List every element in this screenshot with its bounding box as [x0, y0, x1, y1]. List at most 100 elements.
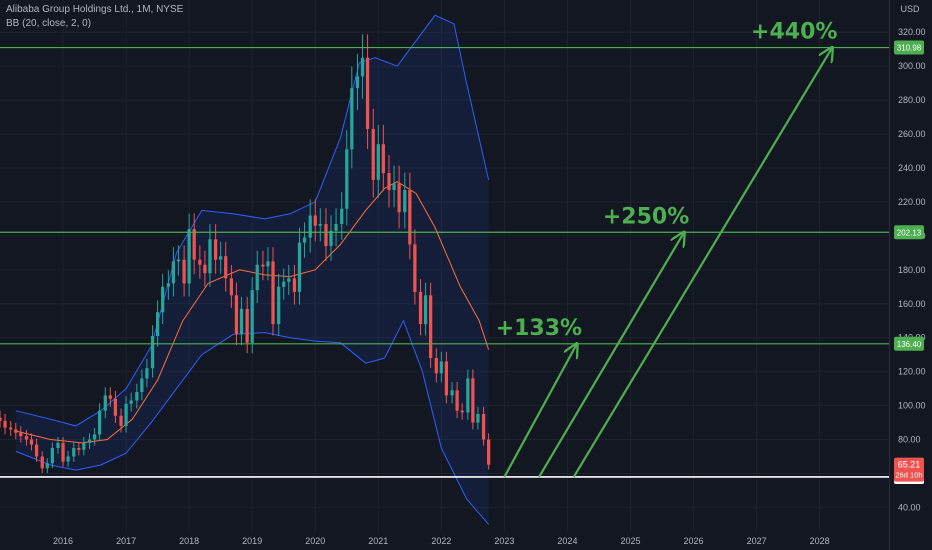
candle-body — [129, 400, 133, 404]
y-tick-label: 240.00 — [898, 163, 926, 173]
candle-body — [429, 295, 433, 359]
candle-body — [455, 390, 459, 411]
candle-body — [113, 398, 118, 416]
chart-title: Alibaba Group Holdings Ltd., 1M, NYSE — [6, 4, 184, 15]
candle-body — [282, 281, 286, 287]
x-tick-label: 2016 — [53, 536, 73, 546]
candle-body — [97, 410, 102, 435]
x-tick-label: 2018 — [179, 536, 199, 546]
level-price-tag — [894, 40, 924, 55]
candle-body — [292, 278, 297, 292]
candle-body — [476, 414, 480, 423]
x-tick-label: 2020 — [305, 536, 325, 546]
candle-body — [140, 378, 144, 392]
last-price-tag — [894, 457, 924, 482]
candle-body — [308, 215, 312, 238]
x-tick-label: 2021 — [368, 536, 388, 546]
candle-body — [460, 410, 464, 413]
candle-body — [135, 392, 139, 401]
candle-body — [403, 190, 407, 213]
candle-body — [413, 244, 417, 292]
candle-body — [444, 361, 449, 396]
candle-body — [334, 224, 338, 231]
candle-body — [434, 358, 438, 374]
candle-body — [287, 278, 291, 282]
candle-body — [176, 259, 181, 262]
candle-body — [203, 264, 207, 274]
candle-body — [219, 256, 223, 260]
last-price-label: 65.21 — [898, 460, 921, 470]
candle-body — [255, 264, 259, 291]
candle-body — [40, 456, 44, 469]
candle-body — [266, 261, 270, 267]
candle-body — [408, 190, 412, 245]
candle-body — [239, 308, 244, 335]
currency-label: USD — [900, 4, 920, 14]
candle-body — [234, 295, 239, 335]
candle-body — [481, 414, 486, 440]
candle-body — [345, 149, 349, 209]
target-arrow — [572, 48, 833, 478]
target-label: +133% — [496, 316, 582, 341]
candle-body — [466, 378, 470, 413]
candle-body — [61, 442, 65, 462]
candle-body — [250, 290, 254, 343]
candle-body — [350, 88, 354, 150]
level-price-label: 202.13 — [897, 228, 922, 237]
candle-body — [423, 295, 428, 325]
candle-body — [340, 208, 344, 224]
bb-basis-line — [15, 181, 490, 444]
x-tick-label: 2024 — [557, 536, 577, 546]
x-tick-label: 2028 — [810, 536, 830, 546]
y-tick-label: 220.00 — [898, 197, 926, 207]
candle-body — [229, 278, 234, 296]
candle-body — [381, 144, 385, 174]
candle-body — [214, 239, 218, 260]
candle-body — [92, 434, 97, 440]
candle-body — [77, 448, 81, 450]
candle-body — [198, 259, 202, 265]
y-tick-label: 180.00 — [898, 265, 926, 275]
x-tick-label: 2022 — [431, 536, 451, 546]
x-tick-label: 2019 — [242, 536, 262, 546]
x-tick-label: 2017 — [116, 536, 136, 546]
candle-body — [365, 57, 370, 129]
candle-body — [150, 336, 155, 369]
x-tick-label: 2027 — [747, 536, 767, 546]
candle-body — [192, 229, 196, 260]
candle-body — [324, 224, 328, 247]
y-tick-label: 80.00 — [898, 435, 921, 445]
candle-body — [329, 230, 333, 247]
y-tick-label: 280.00 — [898, 95, 926, 105]
candle-body — [45, 463, 49, 469]
y-tick-label: 100.00 — [898, 401, 926, 411]
candle-body — [124, 403, 128, 426]
candle-body — [450, 390, 454, 396]
candle-body — [487, 439, 491, 465]
candle-body — [82, 442, 86, 450]
candle-body — [3, 420, 7, 428]
candle-body — [24, 436, 29, 440]
x-tick-label: 2023 — [494, 536, 514, 546]
target-label: +440% — [751, 20, 837, 45]
candle-body — [108, 395, 112, 399]
candle-body — [182, 259, 186, 284]
candle-body — [87, 439, 92, 443]
candle-body — [261, 264, 265, 267]
bb-upper-band-line — [15, 14, 490, 427]
level-price-label: 136.40 — [897, 340, 922, 349]
candle-body — [56, 442, 60, 448]
y-tick-label: 120.00 — [898, 367, 926, 377]
candle-body — [318, 224, 322, 226]
candle-body — [9, 427, 13, 430]
candle-body — [313, 215, 317, 226]
candle-body — [224, 256, 228, 279]
candle-body — [19, 432, 23, 437]
y-tick-label: 40.00 — [898, 502, 921, 512]
candle-body — [397, 183, 401, 213]
target-label: +250% — [603, 204, 689, 229]
candle-body — [66, 456, 70, 462]
y-tick-label: 260.00 — [898, 129, 926, 139]
